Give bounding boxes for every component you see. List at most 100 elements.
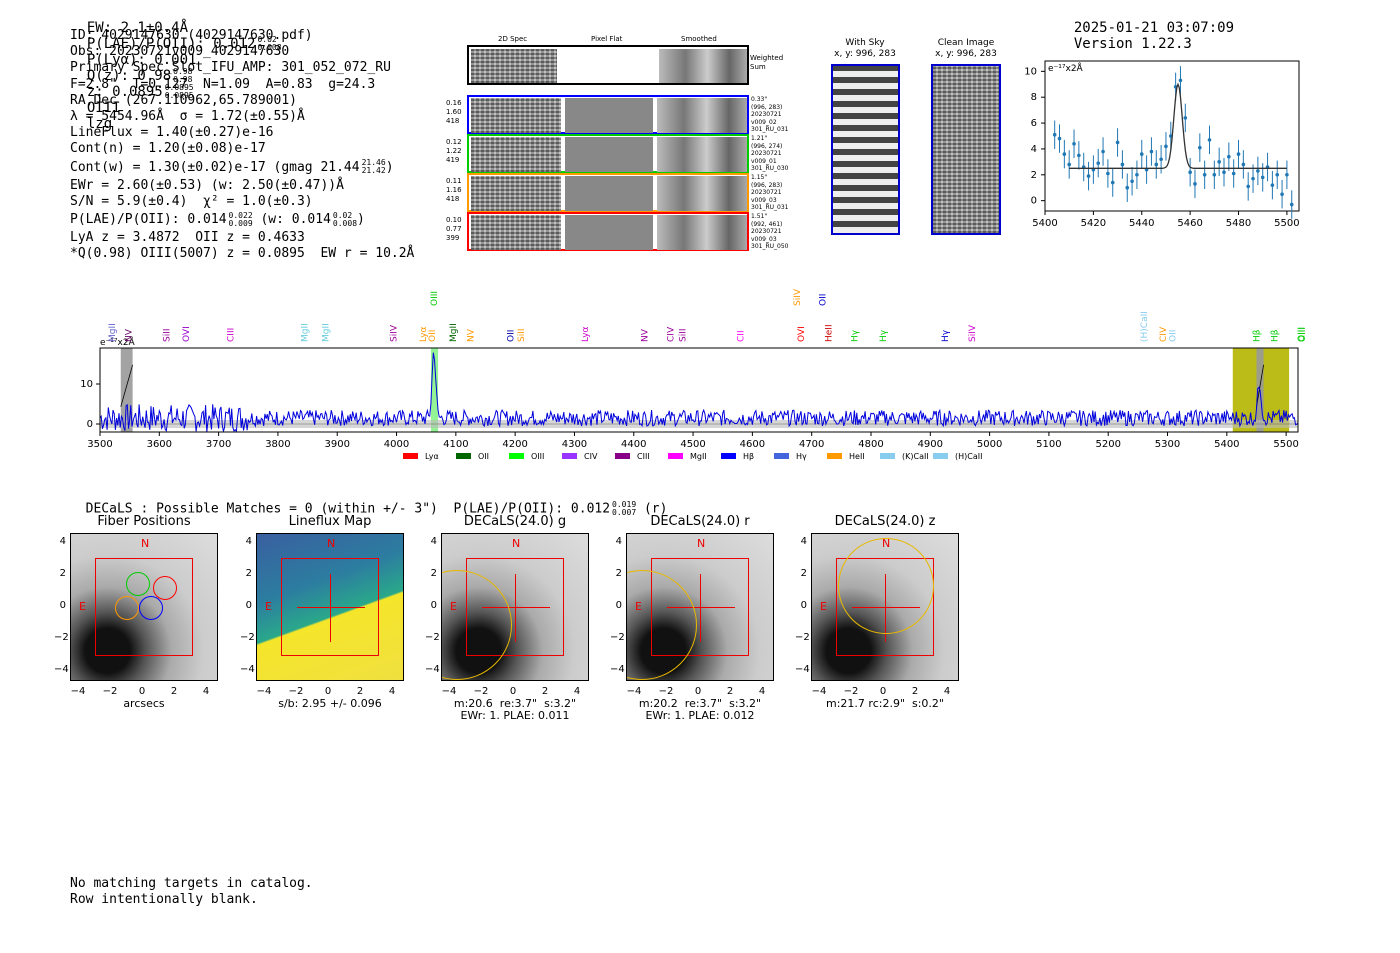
cutout-weight-2: 1.22 <box>446 147 462 155</box>
legend-swatch <box>509 453 524 459</box>
decals-xtick-label: 2 <box>170 686 178 697</box>
spectrum-line-label: Lyα <box>581 326 591 342</box>
spectrum-line-label: MgII <box>301 323 311 342</box>
cutout-flat-image <box>565 176 653 211</box>
zoom-data-point <box>1280 192 1284 196</box>
cutout-weight-3: 419 <box>446 156 460 164</box>
spectrum-line-label: CIV <box>667 326 677 342</box>
zoom-data-point <box>1077 153 1081 158</box>
decals-xtick-label: −2 <box>473 686 489 697</box>
decals-xtick-label: 4 <box>573 686 581 697</box>
zoom-data-point <box>1207 138 1212 142</box>
north-label: N <box>327 537 336 550</box>
zoom-data-point <box>1149 149 1154 154</box>
zoom-data-point <box>1270 183 1275 187</box>
weighted-sum-label: Weighted Sum <box>750 54 784 71</box>
spectrum-xtick-label: 4400 <box>621 439 646 450</box>
decals-xtick-label: 0 <box>509 686 517 697</box>
cutout-caption-3: 20230721 <box>751 228 782 235</box>
zoom-ytick-label: 0 <box>1031 196 1037 207</box>
spectrum-line-label: Hγ <box>850 329 860 342</box>
cutout-flat-image <box>565 215 653 250</box>
spectrum-line-label: SiII <box>162 328 172 342</box>
decals-ytick-label: −4 <box>795 664 810 675</box>
decals-xtick-label: 4 <box>388 686 396 697</box>
decals-xtick-label: −4 <box>626 686 642 697</box>
decals-xtick-label: 0 <box>694 686 702 697</box>
footer-line-2: Row intentionally blank. <box>70 892 258 907</box>
header-line: OIII <box>86 100 121 116</box>
info-contw-hi: 21.46 <box>361 158 386 168</box>
spectrum-line-label: SiII <box>517 328 527 342</box>
legend-label: Lyα <box>425 452 439 461</box>
cutout-flat-image <box>565 137 653 172</box>
cutout-smooth-image <box>657 137 747 172</box>
cutout-smooth-image <box>657 176 747 211</box>
decals-summary-band: (r) <box>643 501 668 517</box>
cutout-smooth-image <box>657 98 747 133</box>
spectrum-xtick-label: 5100 <box>1036 439 1061 450</box>
crosshair-v <box>515 574 516 642</box>
clean-xy: x, y: 996, 283 <box>935 49 997 59</box>
decals-ytick-label: 4 <box>430 536 437 547</box>
zoom-data-point <box>1086 174 1091 178</box>
spectrum-line-label: OVI <box>182 326 192 342</box>
decals-ytick-label: 0 <box>430 600 437 611</box>
zoom-data-point <box>1120 162 1125 167</box>
zoom-xtick-label: 5440 <box>1129 218 1154 229</box>
header-plae-lo: 0.008 <box>257 43 282 52</box>
info-obs: Obs: 20230721v009_4029147630 <box>70 44 290 60</box>
zoom-data-point <box>1241 162 1246 167</box>
spectrum-xtick-label: 4800 <box>858 439 883 450</box>
zoom-data-point <box>1057 136 1062 141</box>
legend-swatch <box>403 453 418 459</box>
cutout-caption-2: (996, 283) <box>751 181 783 189</box>
decals-panel-caption-2: EWr: 1. PLAE: 0.012 <box>645 709 755 722</box>
decals-xtick-label: 4 <box>202 686 210 697</box>
spectrum-xtick-label: 4500 <box>680 439 705 450</box>
cutout-weight-1: 0.10 <box>446 216 462 224</box>
info-lineflux: LineFlux = 1.40(±0.27)e-16 <box>70 125 274 141</box>
cutout-weight-1: 0.16 <box>446 99 462 107</box>
crosshair-h <box>667 607 735 608</box>
zoom-data-point <box>1236 152 1241 156</box>
decals-ytick-label: 2 <box>59 568 66 579</box>
zoom-data-point <box>1285 172 1289 177</box>
zoom-fit-curve <box>1069 82 1287 169</box>
zoom-data-point <box>1101 149 1105 154</box>
header-plae-hi: 0.02 <box>257 35 277 44</box>
spectrum-line-label: MgII <box>321 323 331 342</box>
spectrum-xtick-label: 3500 <box>87 439 112 450</box>
cutout-row <box>467 173 749 212</box>
header-z-lo: 0.0895 <box>164 91 194 100</box>
decals-ytick-label: 2 <box>245 568 252 579</box>
cutout-caption: 1.21" (996, 274) 20230721 v009_01 301_RU_030 <box>751 135 788 173</box>
legend-swatch <box>774 453 789 459</box>
cutout-caption-5: 301_RU_030 <box>751 165 789 172</box>
decals-panel-title: Fiber Positions <box>97 514 191 529</box>
info-ewr: EWr = 2.60(±0.53) (w: 2.50(±0.47))Å <box>70 177 344 193</box>
info-block: ID: 4029147630 (4029147630.pdf) Obs: 202… <box>70 28 414 262</box>
zoom-frame <box>1044 60 1300 212</box>
spectrum-xtick-label: 4900 <box>918 439 943 450</box>
info-contw-text: Cont(w) = 1.30(±0.02)e-17 (gmag 21.44 <box>70 159 360 175</box>
cutout-weight-3: 399 <box>446 234 460 242</box>
east-label: E <box>820 600 827 613</box>
decals-panel-caption-2: EWr: 1. PLAE: 0.011 <box>460 709 570 722</box>
info-plae2-hi: 0.022 <box>228 210 253 220</box>
east-label: E <box>450 600 457 613</box>
header-plae: P(LAE)/P(OII): 0.012 <box>86 36 256 52</box>
info-plae2-w-lo: 0.008 <box>332 218 358 228</box>
cutout-weight-1: 0.12 <box>446 138 462 146</box>
spectrum-line-label: CIII <box>226 328 236 342</box>
east-label: E <box>635 600 642 613</box>
zoom-data-point <box>1130 179 1134 184</box>
decals-xtick-label: −2 <box>102 686 118 697</box>
spectrum-line-label: OIII <box>1298 327 1308 342</box>
spectrum-line-label: Hγ <box>941 329 951 342</box>
with-sky-xy: x, y: 996, 283 <box>834 49 896 59</box>
spectrum-line-label: OII <box>428 330 438 342</box>
zoom-xtick-label: 5500 <box>1274 218 1299 229</box>
